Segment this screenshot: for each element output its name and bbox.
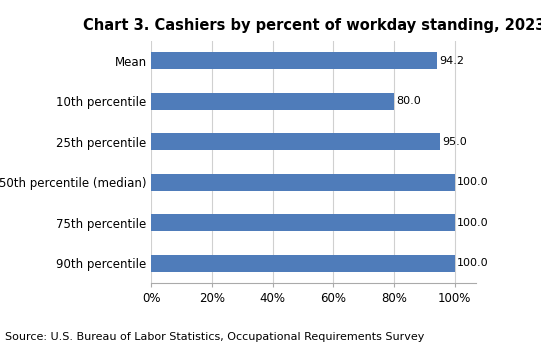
- Text: 100.0: 100.0: [457, 218, 489, 228]
- Text: 94.2: 94.2: [440, 56, 465, 66]
- Bar: [151, 93, 394, 110]
- Bar: [151, 52, 437, 69]
- Bar: [151, 134, 440, 150]
- Title: Chart 3. Cashiers by percent of workday standing, 2023: Chart 3. Cashiers by percent of workday …: [83, 18, 541, 33]
- Bar: [151, 255, 455, 272]
- Text: 95.0: 95.0: [442, 137, 467, 147]
- Bar: [151, 214, 455, 231]
- Text: 100.0: 100.0: [457, 177, 489, 187]
- Text: Source: U.S. Bureau of Labor Statistics, Occupational Requirements Survey: Source: U.S. Bureau of Labor Statistics,…: [5, 332, 425, 342]
- Text: 100.0: 100.0: [457, 258, 489, 268]
- Bar: [151, 174, 455, 191]
- Text: 80.0: 80.0: [397, 96, 421, 106]
